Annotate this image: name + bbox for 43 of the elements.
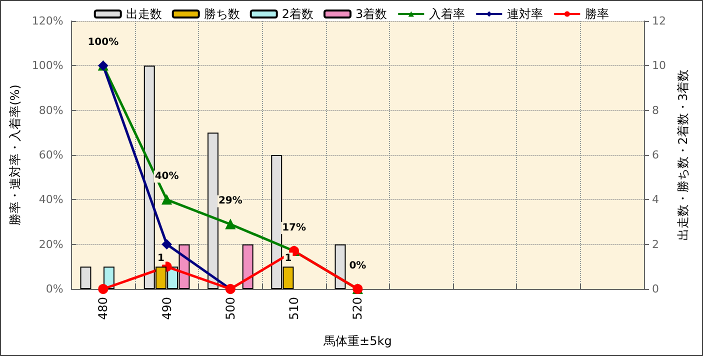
y2-tick-label: 6 [652,148,659,162]
legend-label: 3着数 [356,7,388,21]
x-tick-label: 520 [350,297,365,320]
bar [242,244,254,289]
legend-label: 出走数 [126,7,162,21]
y-tick-label: 40% [38,193,64,206]
bar [80,266,92,289]
y2-tick-label: 8 [652,104,659,117]
y2-tick-label: 10 [652,59,666,72]
y2-tick-label: 4 [652,193,659,206]
bar [208,132,218,289]
y-tick-label: 120% [32,14,64,28]
y-tick-label: 80% [38,104,64,117]
y2-tick-label: 0 [652,282,659,296]
legend-label: 勝率 [585,7,610,21]
y-tick-label: 20% [38,238,64,251]
y-tick-label: 0% [46,282,64,296]
x-tick-label: 500 [223,297,238,320]
data-label: 100% [88,37,119,48]
data-label: 40% [154,171,179,182]
y-axis-title: 勝率・連対率・入着率(%) [8,84,22,226]
data-label: 29% [218,196,242,207]
x-tick-label: 480 [96,297,110,320]
legend-label: 入着率 [429,7,466,21]
data-label: 1 [157,253,164,264]
x-axis-title: 馬体重±5kg [322,334,392,348]
y-tick-label: 60% [38,148,64,162]
legend-label: 連対率 [507,7,544,21]
point [162,239,172,250]
y2-tick-label: 12 [652,14,666,28]
legend-label: 勝ち数 [204,7,240,21]
data-label: 0% [349,260,366,272]
y2-tick-label: 2 [652,238,659,251]
y-tick-label: 100% [32,59,64,72]
data-label: 17% [282,222,306,234]
y2-axis-title: 出走数・勝ち数・2着数・3着数 [676,69,690,241]
x-tick-label: 510 [287,297,302,320]
legend-label: 2着数 [282,7,314,21]
data-label: 1 [284,253,292,264]
point [162,194,172,205]
point [98,284,108,294]
point [225,219,236,230]
x-tick-label: 490 [160,297,174,320]
